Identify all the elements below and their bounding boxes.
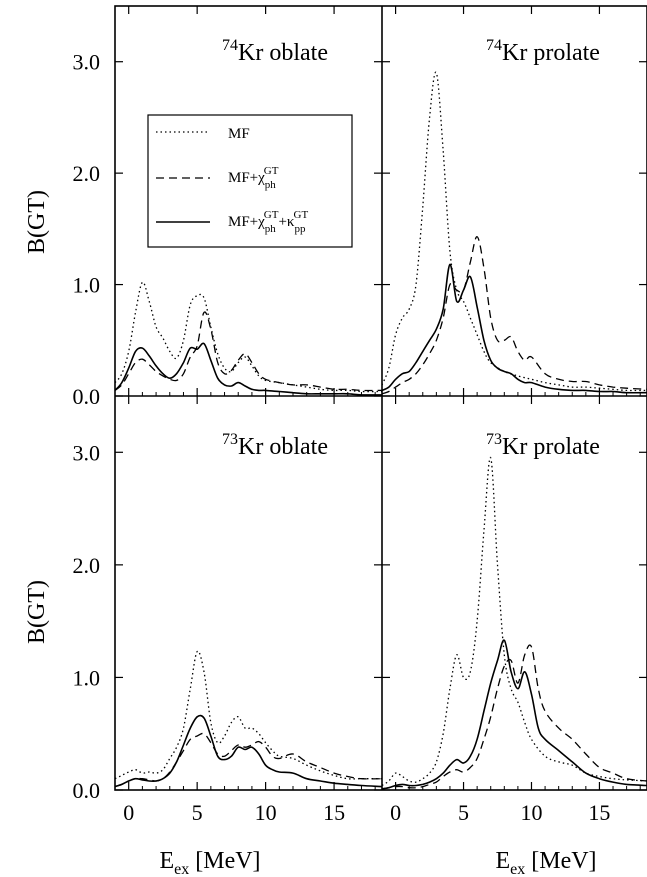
series-pp-kr74-prolate xyxy=(382,263,647,394)
panel-label-kr74-prolate: 74Kr prolate xyxy=(486,37,600,66)
ylabel-bottom: B(GT) xyxy=(24,580,50,644)
xlabel-left: Eex [MeV] xyxy=(159,848,260,877)
panel-kr73-oblate xyxy=(115,650,382,788)
panel-kr73-prolate xyxy=(382,457,647,790)
ytick-label-0-3: 3.0 xyxy=(73,50,101,75)
panel-kr74-prolate xyxy=(382,71,647,395)
legend-box xyxy=(147,114,353,248)
xlabel-right: Eex [MeV] xyxy=(495,848,596,877)
xtick-label-0-5: 5 xyxy=(192,800,203,825)
series-pp-kr73-oblate xyxy=(115,714,382,788)
ytick-label-1-2: 2.0 xyxy=(73,553,101,578)
ytick-label-0-1: 1.0 xyxy=(73,273,101,298)
panel-label-kr74-oblate: 74Kr oblate xyxy=(222,37,328,66)
legend-label-mf: MF xyxy=(228,126,250,142)
xtick-label-1-5: 5 xyxy=(458,800,469,825)
panel-kr74-oblate xyxy=(115,281,382,396)
series-pp-kr74-oblate xyxy=(115,342,382,396)
panel-label-kr73-prolate: 73Kr prolate xyxy=(486,431,600,460)
xtick-label-1-10: 10 xyxy=(520,800,542,825)
ytick-label-0-0: 0.0 xyxy=(73,384,101,409)
xtick-label-1-0: 0 xyxy=(390,800,401,825)
ytick-label-0-2: 2.0 xyxy=(73,161,101,186)
series-ph-kr73-prolate xyxy=(382,644,647,790)
xtick-label-0-15: 15 xyxy=(323,800,345,825)
series-mf-kr74-oblate xyxy=(115,281,382,393)
xtick-label-0-10: 10 xyxy=(255,800,277,825)
xtick-label-1-15: 15 xyxy=(588,800,610,825)
series-ph-kr73-oblate xyxy=(115,732,382,788)
ytick-label-1-3: 3.0 xyxy=(73,440,101,465)
series-pp-kr73-prolate xyxy=(382,639,647,790)
series-mf-kr74-prolate xyxy=(382,71,647,392)
ticks-group: 0.0 1.0 2.0 3.0 0.0 1.0 2.0 3.0 0 5 10 15 0 5 10 15 xyxy=(73,6,647,825)
ytick-label-1-1: 1.0 xyxy=(73,665,101,690)
series-mf-kr73-prolate xyxy=(382,457,647,787)
series-mf-kr73-oblate xyxy=(115,650,382,780)
ylabel-top: B(GT) xyxy=(24,190,50,254)
series-ph-kr74-oblate xyxy=(115,311,382,392)
legend: MF MF+χphGT MF+χphGT+κppGT xyxy=(147,114,353,248)
xtick-label-0-0: 0 xyxy=(123,800,134,825)
ytick-label-1-0: 0.0 xyxy=(73,778,101,803)
series-ph-kr74-prolate xyxy=(382,236,647,395)
panel-label-kr73-oblate: 73Kr oblate xyxy=(222,431,328,460)
